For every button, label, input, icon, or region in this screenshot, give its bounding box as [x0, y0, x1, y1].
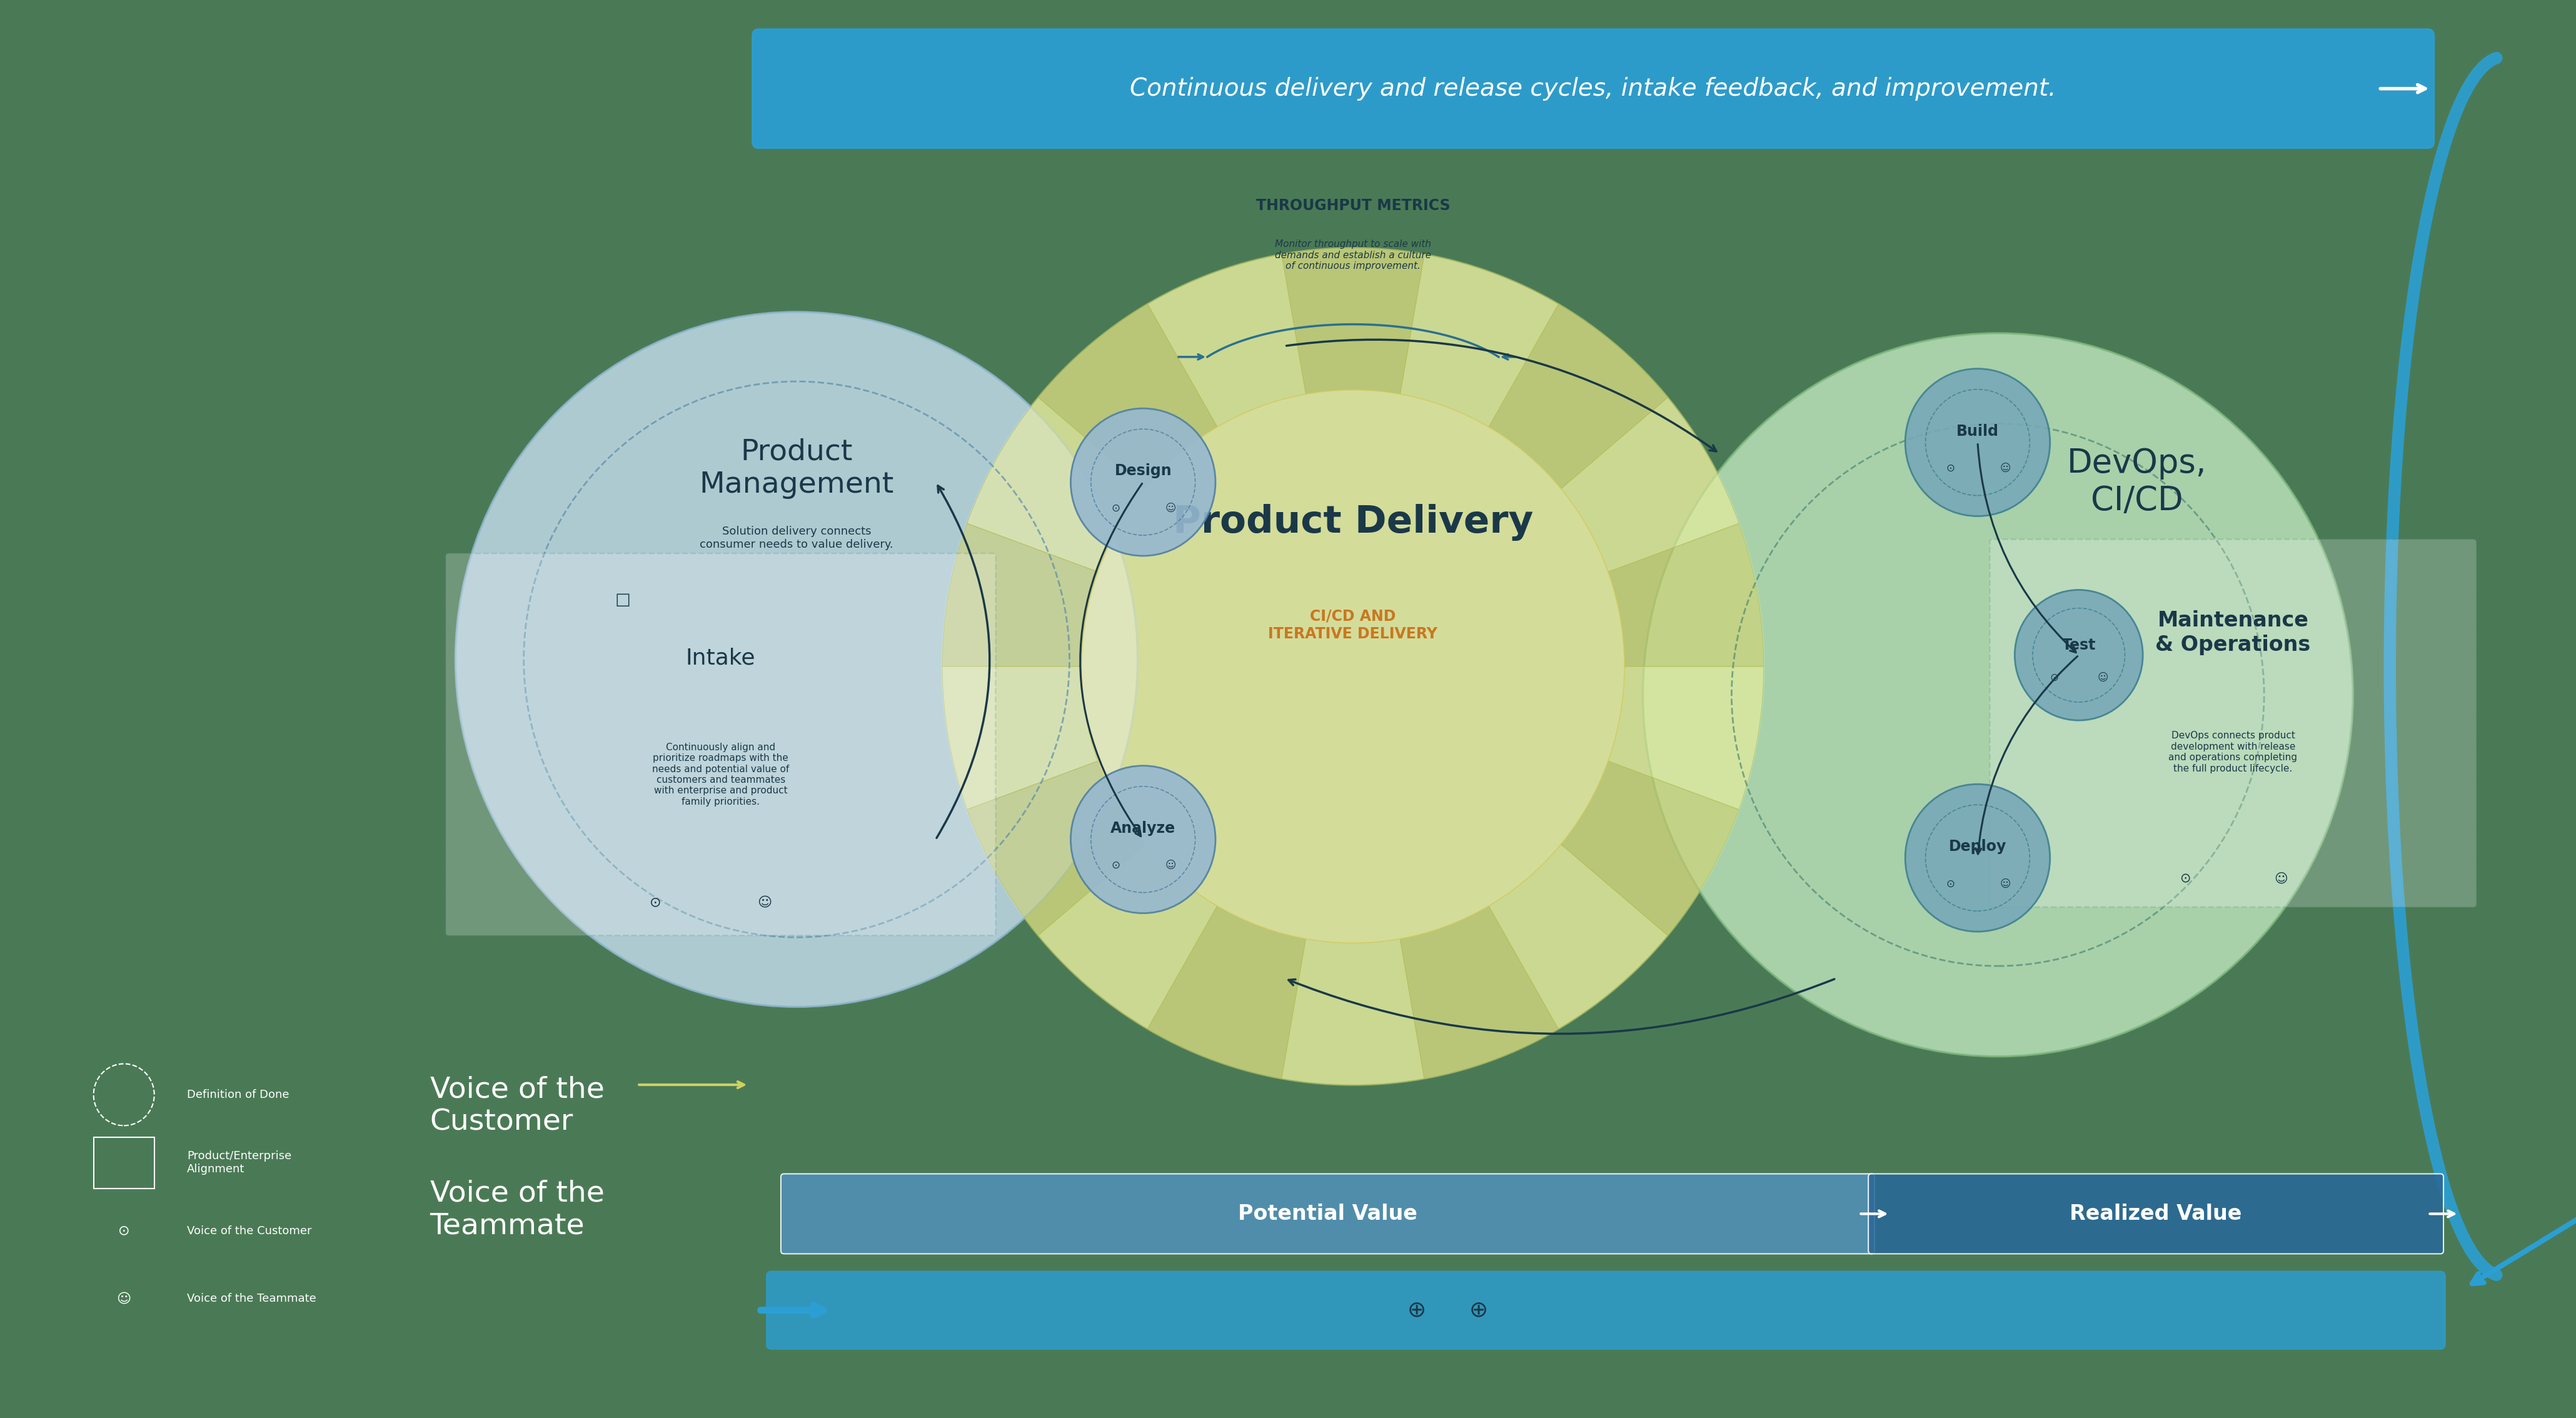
Text: ⊕: ⊕	[1468, 1300, 1489, 1320]
Text: Monitor throughput to scale with
demands and establish a culture
of continuous i: Monitor throughput to scale with demands…	[1275, 240, 1432, 271]
FancyBboxPatch shape	[446, 553, 997, 936]
FancyBboxPatch shape	[781, 1174, 1875, 1254]
Circle shape	[1906, 369, 2050, 516]
Text: Continuous delivery and release cycles, intake feedback, and improvement.: Continuous delivery and release cycles, …	[1131, 77, 2056, 101]
Text: ⊕: ⊕	[1406, 1300, 1427, 1320]
Circle shape	[1072, 408, 1216, 556]
Wedge shape	[966, 397, 1144, 571]
Text: Solution delivery connects
consumer needs to value delivery.: Solution delivery connects consumer need…	[701, 526, 894, 550]
Circle shape	[2014, 590, 2143, 720]
Wedge shape	[1401, 906, 1558, 1079]
Wedge shape	[1149, 906, 1306, 1079]
Wedge shape	[1489, 305, 1667, 489]
Text: Intake: Intake	[685, 648, 755, 669]
Text: DevOps connects product
development with release
and operations completing
the f: DevOps connects product development with…	[2169, 732, 2298, 773]
Wedge shape	[1149, 254, 1306, 427]
Text: Maintenance
& Operations: Maintenance & Operations	[2156, 611, 2311, 655]
Circle shape	[1082, 390, 1625, 943]
Wedge shape	[1401, 254, 1558, 427]
Text: Voice of the
Teammate: Voice of the Teammate	[430, 1180, 605, 1239]
Text: Realized Value: Realized Value	[2071, 1204, 2241, 1224]
Text: ⊙: ⊙	[1945, 878, 1955, 889]
Text: Voice of the
Customer: Voice of the Customer	[430, 1076, 605, 1136]
Circle shape	[943, 248, 1765, 1085]
Text: ⊙: ⊙	[2179, 872, 2190, 885]
Text: Product/Enterprise
Alignment: Product/Enterprise Alignment	[188, 1150, 291, 1176]
Text: Continuously align and
prioritize roadmaps with the
needs and potential value of: Continuously align and prioritize roadma…	[652, 743, 788, 807]
Text: ☺: ☺	[1164, 859, 1177, 871]
Wedge shape	[1489, 844, 1667, 1028]
Text: Product
Management: Product Management	[698, 438, 894, 499]
Circle shape	[1072, 766, 1216, 913]
Wedge shape	[1038, 844, 1218, 1028]
Text: ☺: ☺	[2097, 672, 2110, 683]
Wedge shape	[943, 666, 1097, 810]
Text: ⊙: ⊙	[1110, 859, 1121, 871]
Wedge shape	[1607, 666, 1765, 810]
Text: Analyze: Analyze	[1110, 821, 1175, 835]
Circle shape	[1643, 333, 2352, 1056]
Wedge shape	[1561, 761, 1739, 936]
Wedge shape	[943, 523, 1097, 666]
Wedge shape	[1038, 305, 1218, 489]
FancyBboxPatch shape	[1868, 1174, 2445, 1254]
FancyBboxPatch shape	[768, 1271, 2445, 1350]
Text: Voice of the Teammate: Voice of the Teammate	[188, 1293, 317, 1305]
Text: ☺: ☺	[1164, 502, 1177, 513]
Text: ☺: ☺	[116, 1293, 131, 1305]
Text: ⊙: ⊙	[2050, 672, 2058, 683]
Text: Voice of the Customer: Voice of the Customer	[188, 1225, 312, 1236]
Circle shape	[456, 312, 1139, 1007]
Text: Potential Value: Potential Value	[1239, 1204, 1417, 1224]
Text: ☺: ☺	[2275, 872, 2287, 885]
Text: THROUGHPUT METRICS: THROUGHPUT METRICS	[1257, 199, 1450, 213]
Text: Product Delivery: Product Delivery	[1172, 505, 1533, 542]
Text: ☺: ☺	[1999, 462, 2009, 474]
Text: ☺: ☺	[757, 896, 770, 909]
Text: ⊙: ⊙	[649, 896, 662, 909]
Text: ⊙: ⊙	[1110, 502, 1121, 513]
Text: DevOps,
CI/CD: DevOps, CI/CD	[2066, 447, 2208, 518]
Text: Test: Test	[2061, 638, 2097, 652]
Text: ⊙: ⊙	[118, 1225, 129, 1236]
Text: Deploy: Deploy	[1947, 839, 2007, 854]
FancyBboxPatch shape	[752, 30, 2434, 147]
Wedge shape	[966, 761, 1144, 936]
Text: Design: Design	[1115, 464, 1172, 478]
Wedge shape	[1561, 397, 1739, 571]
Text: ☐: ☐	[616, 593, 631, 610]
Text: CI/CD AND
ITERATIVE DELIVERY: CI/CD AND ITERATIVE DELIVERY	[1267, 608, 1437, 641]
FancyBboxPatch shape	[1989, 539, 2476, 908]
Text: ⊙: ⊙	[1945, 462, 1955, 474]
Circle shape	[1906, 784, 2050, 932]
Wedge shape	[1607, 523, 1765, 666]
Wedge shape	[1283, 248, 1425, 394]
Text: ☺: ☺	[1999, 878, 2009, 889]
Wedge shape	[1283, 939, 1425, 1085]
Text: Build: Build	[1955, 424, 1999, 438]
Text: Definition of Done: Definition of Done	[188, 1089, 289, 1100]
